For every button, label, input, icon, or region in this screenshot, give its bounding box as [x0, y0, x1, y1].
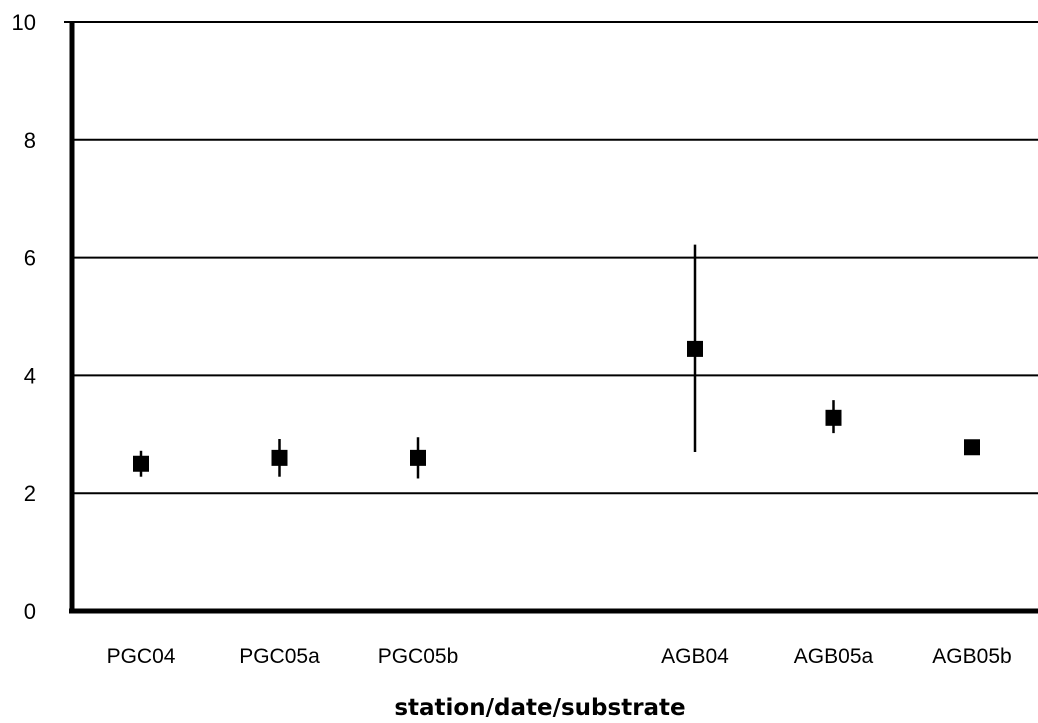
- data-point: [825, 409, 842, 426]
- x-tick-label: AGB05a: [794, 645, 874, 668]
- y-tick-labels: 0 2 4 6 8 10: [12, 10, 36, 624]
- y-tick-label: 6: [24, 246, 36, 271]
- x-tick-labels: PGC04 PGC05a PGC05b AGB04 AGB05a AGB05b: [107, 645, 1012, 668]
- data-point: [964, 439, 980, 456]
- x-axis-title: station/date/substrate: [394, 695, 685, 721]
- data-point: [687, 340, 703, 357]
- data-point: [271, 449, 288, 466]
- y-tick-label: 2: [24, 481, 36, 506]
- y-tick-label: 4: [24, 363, 36, 388]
- y-tick-label: 0: [24, 599, 36, 624]
- x-tick-label: PGC04: [107, 645, 176, 668]
- x-tick-label: AGB05b: [932, 645, 1011, 668]
- gridlines: [72, 21, 1038, 495]
- axes: [64, 21, 1038, 614]
- x-tick-label: PGC05a: [239, 645, 320, 668]
- data-point: [133, 455, 149, 472]
- y-tick-label: 8: [24, 128, 36, 153]
- y-tick-label: 10: [12, 10, 36, 35]
- x-tick-label: PGC05b: [378, 645, 459, 668]
- data-point: [410, 449, 426, 466]
- x-tick-label: AGB04: [661, 645, 729, 668]
- data-marks: [133, 244, 980, 479]
